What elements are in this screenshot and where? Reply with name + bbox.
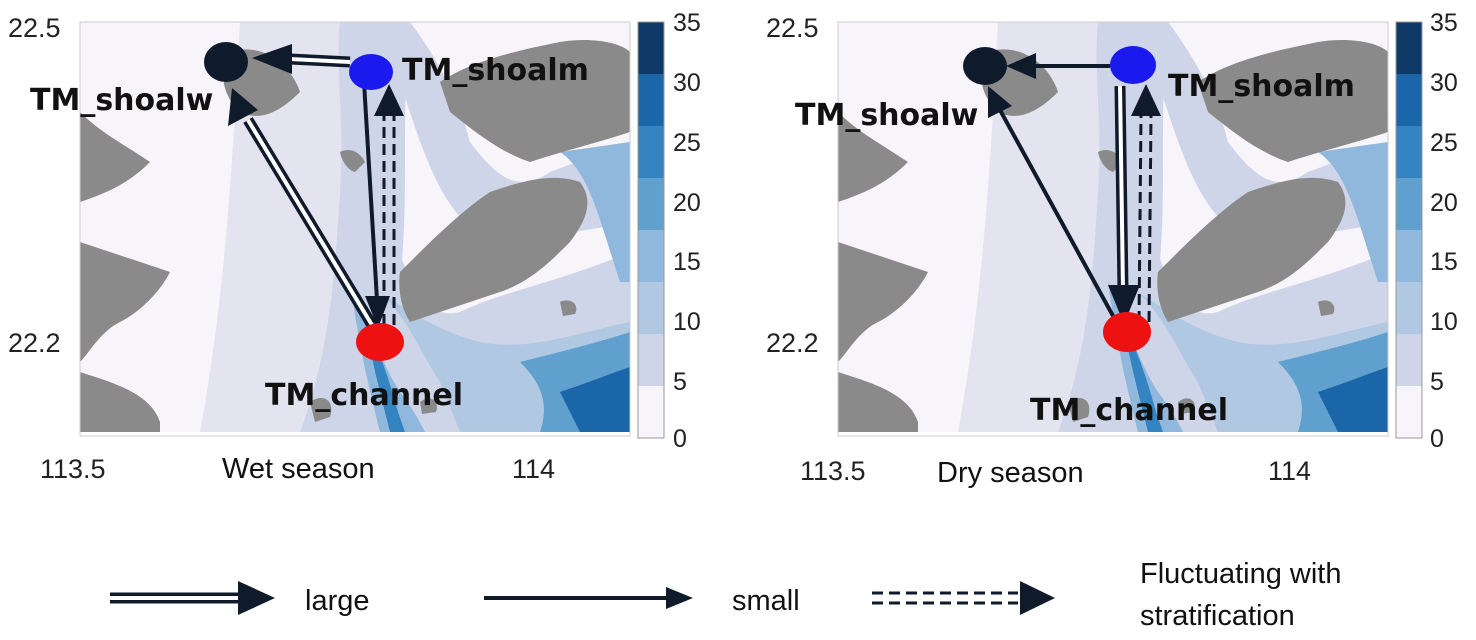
map-panel-dry: TM_shoalw TM_shoalm TM_channel 22.5 22.2…	[766, 9, 1458, 489]
colorbar-tick-dry: 35	[1430, 9, 1458, 37]
colorbar-tick-wet: 30	[673, 69, 701, 97]
arrow-wet-channel-to-shoalw	[228, 88, 380, 333]
colorbar-ticks-dry: 35 30 25 20 15 10 5 0	[1430, 9, 1458, 453]
colorbar-dry	[1395, 21, 1423, 439]
lat-tick-dry-bottom: 22.2	[766, 328, 819, 358]
colorbar-wet	[637, 21, 665, 439]
site-marker-channel-wet	[356, 323, 404, 361]
colorbar-tick-dry: 10	[1430, 308, 1458, 336]
colorbar-ticks-wet: 35 30 25 20 15 10 5 0	[673, 9, 701, 453]
site-label-shoalw-dry: TM_shoalw	[795, 98, 978, 133]
legend-large-arrow	[110, 581, 275, 615]
arrow-dry-shoalm-to-shoalw	[1006, 53, 1110, 79]
colorbar-tick-dry: 25	[1430, 129, 1458, 157]
colorbar-tick-dry: 15	[1430, 248, 1458, 276]
site-marker-shoalw-dry	[963, 47, 1007, 85]
site-label-channel-dry: TM_channel	[1030, 393, 1228, 428]
legend: large small Fluctuating with stratificat…	[110, 558, 1342, 632]
map-wet	[79, 21, 631, 437]
season-label-dry: Dry season	[937, 457, 1084, 489]
legend-large-label: large	[305, 585, 370, 617]
legend-fluctuating-arrow	[872, 581, 1055, 615]
site-marker-shoalw-wet	[204, 42, 248, 82]
lon-tick-wet-right: 114	[512, 454, 555, 484]
arrow-dry-shoalm-to-channel	[1108, 85, 1140, 324]
colorbar-tick-dry: 20	[1430, 189, 1458, 217]
legend-fluctuating-label-line2: stratification	[1140, 600, 1295, 632]
site-marker-shoalm-dry	[1110, 46, 1156, 84]
site-marker-shoalm-wet	[349, 54, 393, 90]
colorbar-tick-wet: 35	[673, 9, 701, 37]
arrow-wet-channel-to-shoalm	[374, 84, 404, 325]
map-dry	[837, 21, 1389, 437]
season-label-wet: Wet season	[222, 453, 375, 485]
lat-tick-wet-bottom: 22.2	[8, 328, 61, 358]
lon-tick-dry-left: 113.5	[800, 456, 866, 486]
colorbar-tick-wet: 25	[673, 129, 701, 157]
legend-small-arrow	[484, 587, 693, 609]
lat-tick-wet-top: 22.5	[8, 13, 61, 43]
colorbar-tick-wet: 15	[673, 248, 701, 276]
arrows-dry	[988, 53, 1161, 326]
colorbar-tick-wet: 0	[673, 425, 687, 453]
map-panel-wet: TM_shoalw TM_shoalm TM_channel 22.5 22.2…	[8, 9, 701, 485]
lat-tick-dry-top: 22.5	[766, 13, 819, 43]
arrows-wet	[228, 44, 404, 333]
site-marker-channel-dry	[1103, 312, 1151, 352]
site-label-channel-wet: TM_channel	[265, 378, 463, 413]
colorbar-tick-dry: 0	[1430, 425, 1444, 453]
site-label-shoalm-wet: TM_shoalm	[402, 53, 589, 88]
colorbar-tick-wet: 10	[673, 308, 701, 336]
colorbar-tick-wet: 5	[673, 368, 687, 396]
arrow-wet-shoalm-to-shoalw	[252, 44, 351, 74]
site-label-shoalw-wet: TM_shoalw	[30, 83, 213, 118]
colorbar-tick-dry: 30	[1430, 69, 1458, 97]
site-label-shoalm-dry: TM_shoalm	[1168, 69, 1355, 104]
lon-tick-wet-left: 113.5	[40, 454, 106, 484]
arrow-dry-channel-to-shoalm	[1131, 84, 1161, 323]
colorbar-tick-dry: 5	[1430, 368, 1444, 396]
legend-small-label: small	[732, 585, 800, 617]
colorbar-tick-wet: 20	[673, 189, 701, 217]
legend-fluctuating-label-line1: Fluctuating with	[1140, 558, 1342, 590]
arrow-dry-channel-to-shoalw	[988, 86, 1120, 326]
lon-tick-dry-right: 114	[1268, 456, 1311, 486]
